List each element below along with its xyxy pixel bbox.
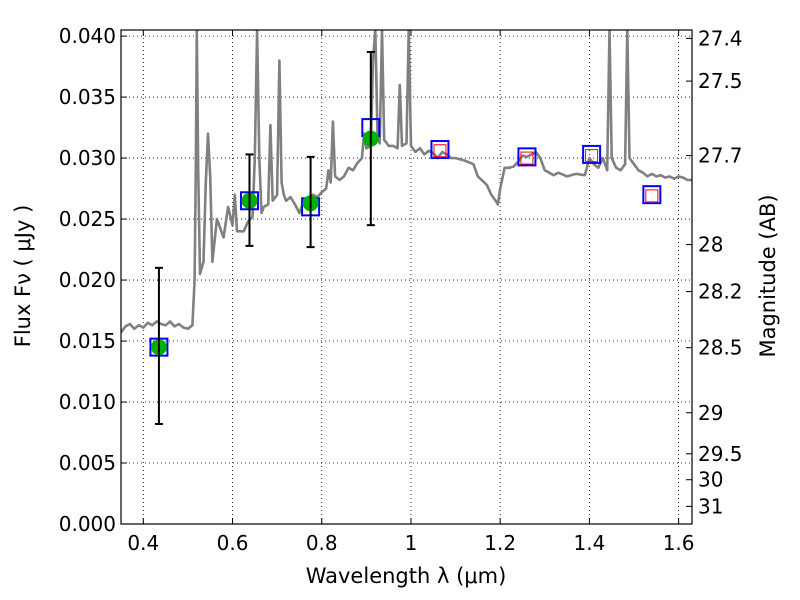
error-bar — [306, 155, 315, 249]
x-tick-label: 1.2 — [484, 531, 516, 555]
y-tick-label: 0.005 — [59, 451, 116, 475]
x-tick-label: 0.8 — [306, 531, 338, 555]
y-tick-label: 0.020 — [59, 268, 116, 292]
error-bar — [366, 50, 375, 227]
model-spectrum-line — [121, 30, 692, 334]
y-tick-label: 0.010 — [59, 390, 116, 414]
predicted-band-square — [585, 149, 599, 163]
magnitude-tick-label: 28.2 — [698, 280, 743, 304]
y-tick-label: 0.025 — [59, 207, 116, 231]
model-band-square — [430, 140, 450, 160]
y-axis-label: Flux Fν ( μJy ) — [11, 205, 35, 348]
magnitude-tick-label: 29.5 — [698, 442, 743, 466]
model-band-square — [582, 144, 602, 164]
model-band-square — [517, 147, 537, 167]
magnitude-tick-label: 30 — [698, 468, 723, 492]
predicted-band-square — [520, 151, 534, 165]
y-tick-label: 0.000 — [59, 512, 116, 536]
magnitude-tick-label: 31 — [698, 494, 723, 518]
x-axis-label: Wavelength λ (μm) — [306, 564, 507, 588]
magnitude-tick-label: 28.5 — [698, 336, 743, 360]
axis-ticks: 0.4 0.6 0.8 1 1.2 1.4 1.6 0.000 0.005 0.010 0.015 0… — [59, 24, 743, 555]
plot-data — [121, 30, 692, 425]
y-tick-label: 0.035 — [59, 85, 116, 109]
magnitude-tick-label: 28 — [698, 233, 723, 257]
predicted-band-square — [645, 189, 659, 203]
y-axis-right-label: Magnitude (AB) — [756, 194, 780, 357]
magnitude-tick-label: 27.5 — [698, 69, 743, 93]
magnitude-tick-label: 29 — [698, 401, 723, 425]
error-bar — [245, 153, 254, 247]
y-tick-label: 0.030 — [59, 146, 116, 170]
plot-frame — [120, 29, 693, 525]
error-bar — [154, 266, 163, 425]
magnitude-tick-label: 27.4 — [698, 26, 743, 50]
x-tick-label: 1.4 — [573, 531, 605, 555]
model-band-square — [642, 185, 662, 205]
magnitude-tick-label: 27.7 — [698, 144, 743, 168]
y-tick-label: 0.040 — [59, 24, 116, 48]
x-tick-label: 1.6 — [663, 531, 695, 555]
x-tick-label: 0.4 — [127, 531, 159, 555]
y-tick-label: 0.015 — [59, 329, 116, 353]
predicted-band-square — [433, 144, 447, 158]
x-tick-label: 0.6 — [217, 531, 249, 555]
x-tick-label: 1 — [405, 531, 418, 555]
